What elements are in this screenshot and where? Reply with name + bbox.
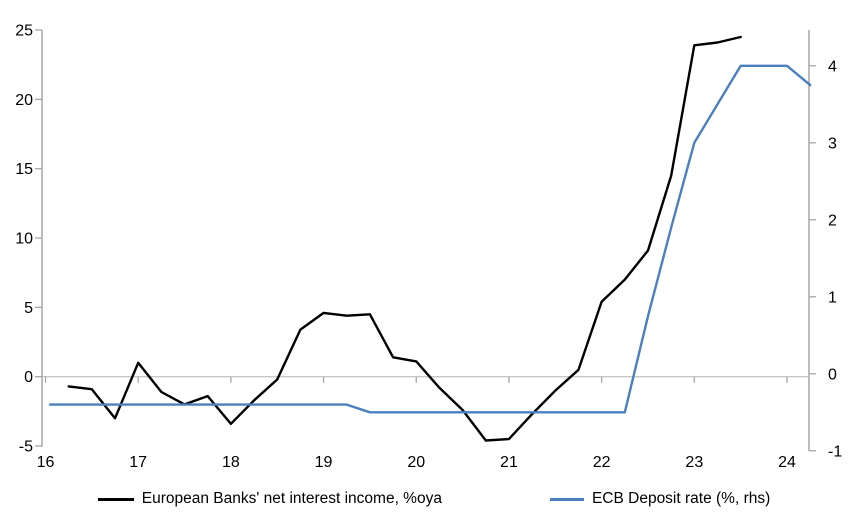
x-axis: 16 17 18 19 20 21 22 23 24 bbox=[37, 376, 796, 471]
svg-text:24: 24 bbox=[778, 454, 796, 471]
svg-text:20: 20 bbox=[15, 92, 33, 109]
svg-text:21: 21 bbox=[500, 454, 518, 471]
svg-text:2: 2 bbox=[828, 212, 837, 229]
series-line-ecb-deposit-rate bbox=[48, 64, 812, 414]
svg-text:20: 20 bbox=[407, 454, 425, 471]
svg-text:-5: -5 bbox=[19, 439, 33, 456]
svg-text:3: 3 bbox=[828, 135, 837, 152]
svg-text:16: 16 bbox=[37, 454, 55, 471]
svg-text:17: 17 bbox=[129, 454, 147, 471]
svg-text:25: 25 bbox=[15, 23, 33, 40]
svg-text:1: 1 bbox=[828, 289, 837, 306]
legend-black-line-swatch bbox=[97, 497, 134, 501]
legend-item-net-interest-income: European Banks' net interest income, %oy… bbox=[97, 490, 442, 508]
svg-text:0: 0 bbox=[828, 366, 837, 383]
svg-text:5: 5 bbox=[24, 300, 33, 317]
svg-text:0: 0 bbox=[24, 369, 33, 386]
svg-text:10: 10 bbox=[15, 231, 33, 248]
legend-label-ecb-deposit-rate: ECB Deposit rate (%, rhs) bbox=[591, 490, 771, 508]
svg-text:15: 15 bbox=[15, 161, 33, 178]
legend-blue-line-swatch bbox=[549, 497, 584, 501]
svg-text:4: 4 bbox=[828, 58, 837, 75]
svg-text:23: 23 bbox=[685, 454, 703, 471]
legend-label-net-interest-income: European Banks' net interest income, %oy… bbox=[141, 490, 442, 508]
legend-item-ecb-deposit-rate: ECB Deposit rate (%, rhs) bbox=[549, 490, 771, 508]
series-line-net-interest-income bbox=[67, 35, 742, 442]
svg-text:19: 19 bbox=[315, 454, 333, 471]
svg-text:-1: -1 bbox=[828, 443, 842, 460]
chart-legend: European Banks' net interest income, %oy… bbox=[8, 484, 852, 514]
svg-text:22: 22 bbox=[593, 454, 611, 471]
y-axis-right: -1 0 1 2 3 4 bbox=[808, 30, 842, 460]
svg-text:18: 18 bbox=[222, 454, 240, 471]
y-axis-left: -5 0 5 10 15 20 25 bbox=[15, 23, 43, 456]
